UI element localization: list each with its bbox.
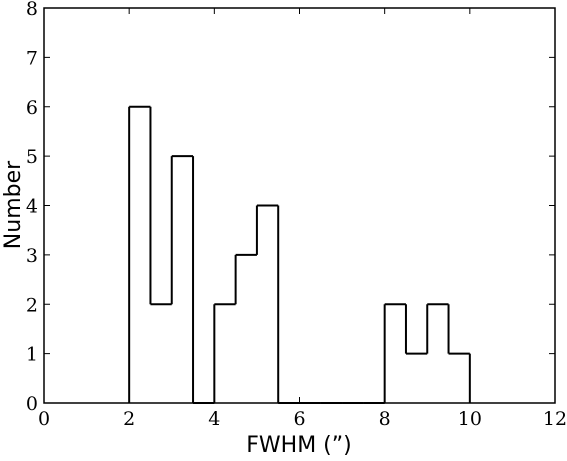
x-tick-label: 12 bbox=[543, 408, 567, 430]
x-tick-label: 6 bbox=[293, 408, 305, 430]
y-tick-label: 7 bbox=[26, 47, 38, 69]
y-tick-label: 0 bbox=[26, 393, 38, 415]
y-tick-label: 2 bbox=[26, 294, 38, 316]
x-axis-label: FWHM (”) bbox=[246, 433, 352, 458]
x-tick-label: 4 bbox=[208, 408, 220, 430]
x-tick-label: 0 bbox=[38, 408, 50, 430]
plot-frame bbox=[43, 7, 556, 404]
y-tick-label: 6 bbox=[26, 97, 38, 119]
y-tick-label: 8 bbox=[26, 0, 38, 20]
y-tick-label: 5 bbox=[26, 146, 38, 168]
x-tick-label: 8 bbox=[379, 408, 391, 430]
x-tick-label: 10 bbox=[458, 408, 482, 430]
y-tick-label: 3 bbox=[26, 245, 38, 267]
y-tick-label: 1 bbox=[26, 344, 38, 366]
x-tick-label: 2 bbox=[123, 408, 135, 430]
y-axis-label: Number bbox=[1, 160, 26, 249]
y-tick-label: 4 bbox=[26, 196, 38, 218]
